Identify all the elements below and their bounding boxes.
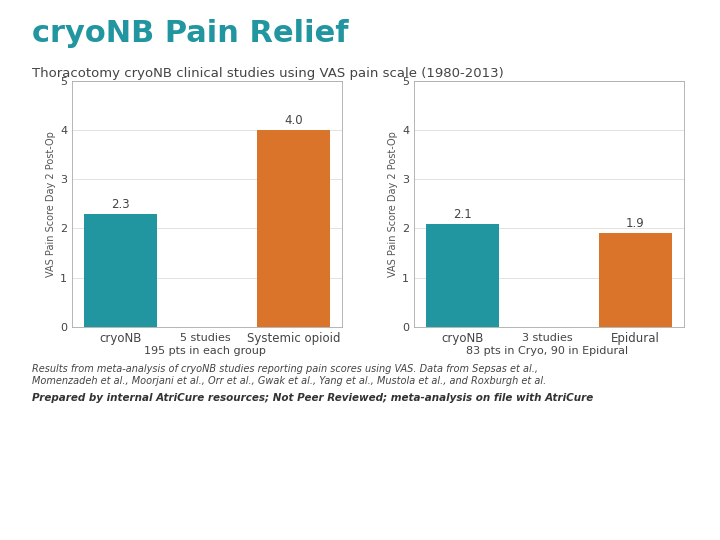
Text: 2.3: 2.3 (112, 198, 130, 211)
Text: Prepared by internal AtriCure resources; Not Peer Reviewed; meta-analysis on fil: Prepared by internal AtriCure resources;… (32, 393, 594, 403)
Text: 4.0: 4.0 (284, 114, 302, 127)
Text: cryoNB Pain Relief: cryoNB Pain Relief (32, 19, 349, 48)
Text: Results from meta-analysis of cryoNB studies reporting pain scores using VAS. Da: Results from meta-analysis of cryoNB stu… (32, 364, 539, 375)
Bar (599, 233, 672, 327)
Text: Pain Management: Pain Management (18, 488, 143, 502)
Text: 195 pts in each group: 195 pts in each group (144, 346, 266, 356)
Text: 83 pts in Cryo, 90 in Epidural: 83 pts in Cryo, 90 in Epidural (466, 346, 629, 356)
Text: AtriCure: AtriCure (584, 483, 702, 507)
Bar (84, 214, 157, 327)
Text: Momenzadeh et al., Moorjani et al., Orr et al., Gwak et al., Yang et al., Mustol: Momenzadeh et al., Moorjani et al., Orr … (32, 376, 546, 387)
Text: 2.1: 2.1 (453, 207, 472, 220)
Bar (257, 130, 330, 327)
Text: Thoracotomy cryoNB clinical studies using VAS pain scale (1980-2013): Thoracotomy cryoNB clinical studies usin… (32, 68, 504, 80)
Y-axis label: VAS Pain Score Day 2 Post-Op: VAS Pain Score Day 2 Post-Op (46, 131, 56, 277)
Bar (426, 224, 499, 327)
Text: 5 studies: 5 studies (180, 333, 230, 343)
Y-axis label: VAS Pain Score Day 2 Post-Op: VAS Pain Score Day 2 Post-Op (388, 131, 398, 277)
Text: 1.9: 1.9 (626, 218, 645, 231)
Text: 3 studies: 3 studies (522, 333, 572, 343)
